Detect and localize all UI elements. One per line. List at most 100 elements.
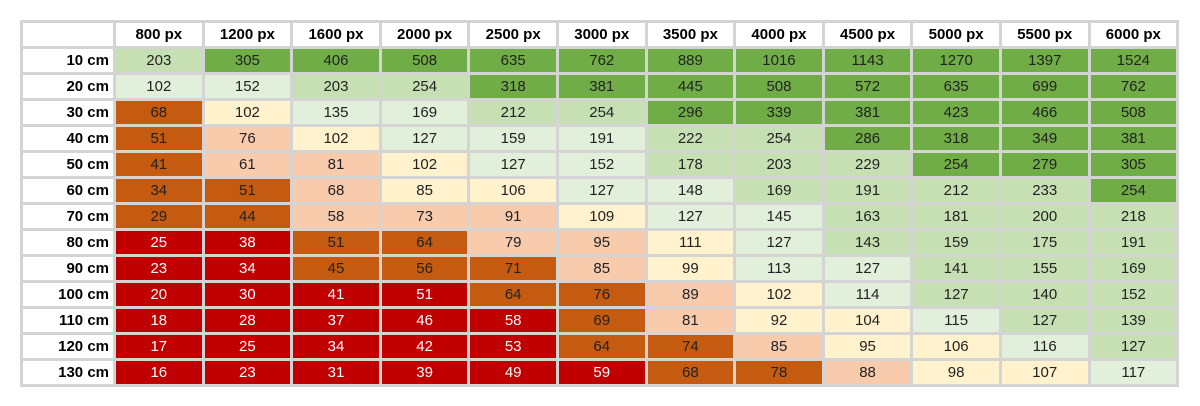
table-row: 130 cm 16 23 31 39 49 59 68 78 88 98 107 117 — [23, 361, 1177, 384]
heatmap-cell: 218 — [1090, 205, 1177, 228]
heatmap-cell: 42 — [381, 335, 468, 358]
heatmap-cell: 296 — [647, 101, 734, 124]
heatmap-cell: 1270 — [913, 49, 999, 72]
column-header: 2000 px — [381, 23, 468, 46]
heatmap-cell: 762 — [1090, 75, 1177, 98]
heatmap-cell: 91 — [470, 205, 556, 228]
heatmap-cell: 16 — [116, 361, 202, 384]
column-header: 4500 px — [824, 23, 911, 46]
row-header: 100 cm — [23, 283, 113, 306]
heatmap-cell: 68 — [116, 101, 202, 124]
heatmap-cell: 203 — [736, 153, 822, 176]
heatmap-cell: 203 — [293, 75, 379, 98]
heatmap-cell: 98 — [913, 361, 999, 384]
heatmap-cell: 139 — [1090, 309, 1177, 332]
heatmap-cell: 406 — [293, 49, 379, 72]
heatmap-cell: 508 — [381, 49, 468, 72]
heatmap-cell: 28 — [204, 309, 291, 332]
heatmap-cell: 49 — [470, 361, 556, 384]
heatmap-cell: 31 — [293, 361, 379, 384]
heatmap-cell: 89 — [647, 283, 734, 306]
heatmap-cell: 233 — [1001, 179, 1088, 202]
heatmap-cell: 20 — [116, 283, 202, 306]
heatmap-cell: 127 — [1001, 309, 1088, 332]
heatmap-cell: 762 — [558, 49, 645, 72]
heatmap-cell: 61 — [204, 153, 291, 176]
column-header: 1200 px — [204, 23, 291, 46]
heatmap-cell: 58 — [293, 205, 379, 228]
heatmap-cell: 30 — [204, 283, 291, 306]
column-header: 5000 px — [913, 23, 999, 46]
heatmap-cell: 127 — [558, 179, 645, 202]
heatmap-cell: 286 — [824, 127, 911, 150]
heatmap-cell: 254 — [913, 153, 999, 176]
heatmap-cell: 148 — [647, 179, 734, 202]
heatmap-cell: 169 — [736, 179, 822, 202]
heatmap-cell: 41 — [116, 153, 202, 176]
column-header: 4000 px — [736, 23, 822, 46]
heatmap-cell: 163 — [824, 205, 911, 228]
heatmap-cell: 143 — [824, 231, 911, 254]
heatmap-cell: 135 — [293, 101, 379, 124]
row-header: 80 cm — [23, 231, 113, 254]
heatmap-cell: 109 — [558, 205, 645, 228]
heatmap-cell: 145 — [736, 205, 822, 228]
heatmap-cell: 254 — [736, 127, 822, 150]
heatmap-cell: 45 — [293, 257, 379, 280]
heatmap-cell: 305 — [1090, 153, 1177, 176]
heatmap-cell: 102 — [293, 127, 379, 150]
table-row: 100 cm 20 30 41 51 64 76 89 102 114 127 140 152 — [23, 283, 1177, 306]
heatmap-cell: 73 — [381, 205, 468, 228]
heatmap-cell: 76 — [204, 127, 291, 150]
table-row: 80 cm 25 38 51 64 79 95 111 127 143 159 175 191 — [23, 231, 1177, 254]
heatmap-cell: 152 — [1090, 283, 1177, 306]
table-row: 60 cm 34 51 68 85 106 127 148 169 191 212 233 254 — [23, 179, 1177, 202]
heatmap-cell: 254 — [381, 75, 468, 98]
heatmap-cell: 155 — [1001, 257, 1088, 280]
heatmap-cell: 152 — [558, 153, 645, 176]
heatmap-cell: 889 — [647, 49, 734, 72]
header-row: 800 px 1200 px 1600 px 2000 px 2500 px 3000 p… — [23, 23, 1177, 46]
heatmap-cell: 102 — [116, 75, 202, 98]
table-row: 110 cm 18 28 37 46 58 69 81 92 104 115 127 139 — [23, 309, 1177, 332]
column-header: 6000 px — [1090, 23, 1177, 46]
heatmap-cell: 76 — [558, 283, 645, 306]
row-header: 40 cm — [23, 127, 113, 150]
heatmap-cell: 222 — [647, 127, 734, 150]
heatmap-cell: 159 — [913, 231, 999, 254]
heatmap-cell: 64 — [381, 231, 468, 254]
table-row: 20 cm 102 152 203 254 318 381 445 508 572 635 699 76… — [23, 75, 1177, 98]
heatmap-cell: 349 — [1001, 127, 1088, 150]
heatmap-cell: 71 — [470, 257, 556, 280]
heatmap-cell: 141 — [913, 257, 999, 280]
heatmap-cell: 305 — [204, 49, 291, 72]
heatmap-cell: 51 — [293, 231, 379, 254]
heatmap-cell: 381 — [558, 75, 645, 98]
heatmap-cell: 25 — [116, 231, 202, 254]
heatmap-cell: 508 — [1090, 101, 1177, 124]
heatmap-cell: 34 — [293, 335, 379, 358]
column-header: 5500 px — [1001, 23, 1088, 46]
heatmap-cell: 115 — [913, 309, 999, 332]
heatmap-cell: 104 — [824, 309, 911, 332]
heatmap-cell: 18 — [116, 309, 202, 332]
heatmap-cell: 339 — [736, 101, 822, 124]
heatmap-table: 800 px 1200 px 1600 px 2000 px 2500 px 3000 p… — [20, 20, 1180, 387]
heatmap-cell: 200 — [1001, 205, 1088, 228]
heatmap-cell: 191 — [824, 179, 911, 202]
heatmap-cell: 81 — [647, 309, 734, 332]
column-header: 800 px — [116, 23, 202, 46]
heatmap-cell: 106 — [470, 179, 556, 202]
heatmap-cell: 381 — [1090, 127, 1177, 150]
heatmap-cell: 88 — [824, 361, 911, 384]
heatmap-cell: 1524 — [1090, 49, 1177, 72]
heatmap-cell: 69 — [558, 309, 645, 332]
column-header: 3000 px — [558, 23, 645, 46]
heatmap-cell: 203 — [116, 49, 202, 72]
heatmap-cell: 254 — [1090, 179, 1177, 202]
column-header: 3500 px — [647, 23, 734, 46]
column-header: 1600 px — [293, 23, 379, 46]
heatmap-cell: 114 — [824, 283, 911, 306]
heatmap-cell: 51 — [381, 283, 468, 306]
heatmap-cell: 58 — [470, 309, 556, 332]
